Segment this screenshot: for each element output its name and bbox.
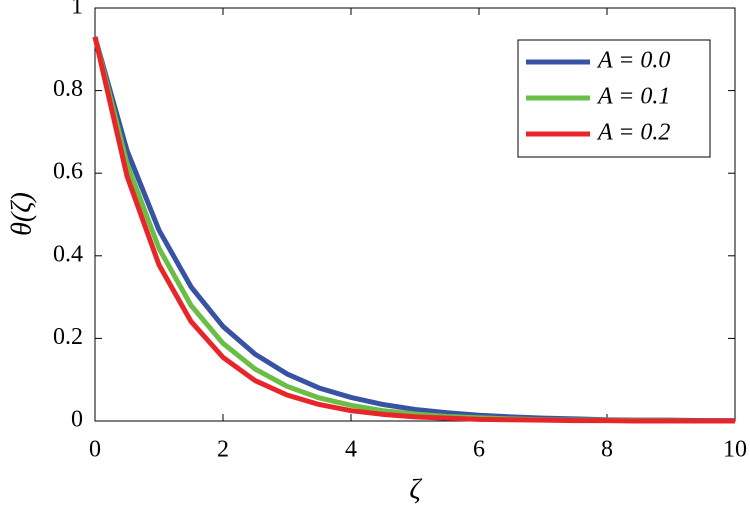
y-tick-label: 1 xyxy=(71,0,83,20)
x-tick-label: 0 xyxy=(89,437,101,463)
line xyxy=(92,36,735,424)
legend-label: A = 0.2 xyxy=(596,120,670,146)
x-tick-label: 6 xyxy=(473,437,485,463)
x-tick-label: 10 xyxy=(723,437,747,463)
y-tick-label: 0.2 xyxy=(53,324,83,350)
x-axis-label: ζ xyxy=(409,474,422,505)
x-tick-label: 8 xyxy=(601,437,613,463)
legend-label: A = 0.1 xyxy=(596,84,670,110)
x-tick-label: 2 xyxy=(217,437,229,463)
x-tick-label: 4 xyxy=(345,437,357,463)
legend-label: A = 0.0 xyxy=(596,48,670,74)
y-tick-label: 0.4 xyxy=(53,241,83,267)
y-tick-label: 0 xyxy=(71,407,83,433)
y-tick-label: 0.8 xyxy=(53,76,83,102)
y-tick-label: 0.6 xyxy=(53,159,83,185)
plot-frame xyxy=(94,7,736,422)
y-axis-label: θ(ζ) xyxy=(6,192,37,236)
